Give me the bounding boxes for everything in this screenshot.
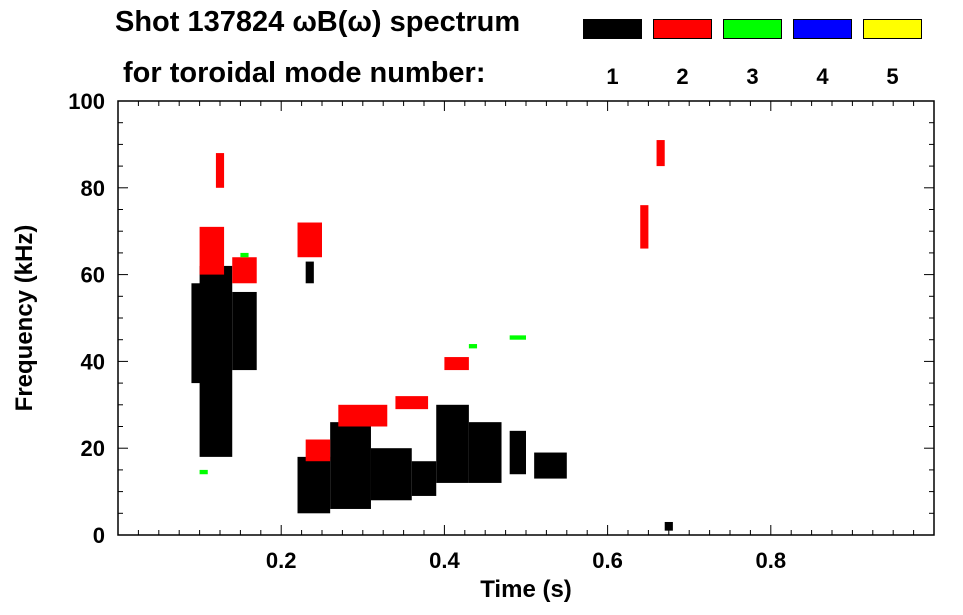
spectral-region-mode-1-3 — [232, 291, 257, 371]
x-axis-label: Time (s) — [480, 576, 572, 603]
legend-label-mode-4: 4 — [816, 64, 829, 89]
spectral-region-mode-1-11 — [534, 452, 567, 479]
spectral-region-mode-1-10 — [509, 430, 526, 475]
y-tick-label: 100 — [68, 89, 105, 114]
y-tick-label: 60 — [81, 263, 105, 288]
y-tick-label: 0 — [93, 523, 105, 548]
spectral-region-mode-3-3 — [468, 344, 478, 349]
spectral-region-mode-1-2 — [191, 283, 208, 384]
y-tick-label: 40 — [81, 349, 105, 374]
chart-title-line-1: Shot 137824 ωB(ω) spectrum — [115, 6, 521, 38]
legend-swatch-mode-3 — [723, 19, 782, 39]
legend-swatch-mode-5 — [863, 19, 922, 39]
spectral-region-mode-1-6 — [370, 448, 412, 501]
legend-swatch-mode-4 — [793, 19, 852, 39]
spectral-region-mode-2-9 — [656, 140, 665, 167]
spectral-region-mode-2-1 — [199, 226, 225, 275]
spectral-region-mode-1-9 — [468, 422, 502, 483]
x-tick-label: 0.2 — [266, 548, 297, 573]
spectral-region-mode-3-1 — [240, 252, 249, 258]
spectral-region-mode-3-2 — [509, 335, 526, 340]
spectral-region-mode-2-2 — [232, 257, 257, 284]
spectrogram-marks — [191, 140, 673, 531]
spectral-region-mode-1-5 — [330, 422, 371, 509]
spectral-region-mode-2-3 — [297, 222, 322, 258]
spectral-region-mode-2-6 — [395, 396, 429, 410]
y-tick-label: 80 — [81, 176, 105, 201]
x-tick-label: 0.4 — [429, 548, 460, 573]
axis-tick-labels: 0.2 0.4 0.6 0.8 0 20 40 60 80 100 — [68, 89, 786, 573]
legend-label-mode-3: 3 — [746, 64, 759, 89]
spectral-region-mode-2-10 — [215, 153, 225, 188]
spectral-region-mode-3-4 — [199, 469, 208, 475]
spectral-region-mode-1-13 — [664, 521, 673, 531]
spectral-region-mode-2-7 — [444, 357, 469, 371]
legend-label-mode-2: 2 — [676, 64, 689, 89]
x-tick-label: 0.8 — [756, 548, 787, 573]
spectral-region-mode-1-7 — [411, 461, 437, 496]
axis-ticks — [118, 100, 935, 536]
y-axis-label: Frequency (kHz) — [11, 225, 38, 412]
x-tick-label: 0.6 — [592, 548, 623, 573]
spectral-region-mode-1-12 — [305, 261, 314, 284]
legend-swatch-mode-2 — [653, 19, 712, 39]
legend-label-mode-5: 5 — [886, 64, 899, 89]
legend-swatch-mode-1 — [583, 19, 642, 39]
spectral-region-mode-2-4 — [305, 439, 331, 462]
chart-title-line-2: for toroidal mode number: — [123, 57, 486, 89]
spectral-region-mode-2-5 — [338, 404, 388, 427]
spectral-region-mode-2-8 — [640, 205, 649, 249]
y-tick-label: 20 — [81, 436, 105, 461]
spectral-region-mode-1-4 — [297, 456, 331, 514]
legend-label-mode-1: 1 — [606, 64, 619, 89]
spectral-region-mode-1-8 — [436, 404, 469, 483]
